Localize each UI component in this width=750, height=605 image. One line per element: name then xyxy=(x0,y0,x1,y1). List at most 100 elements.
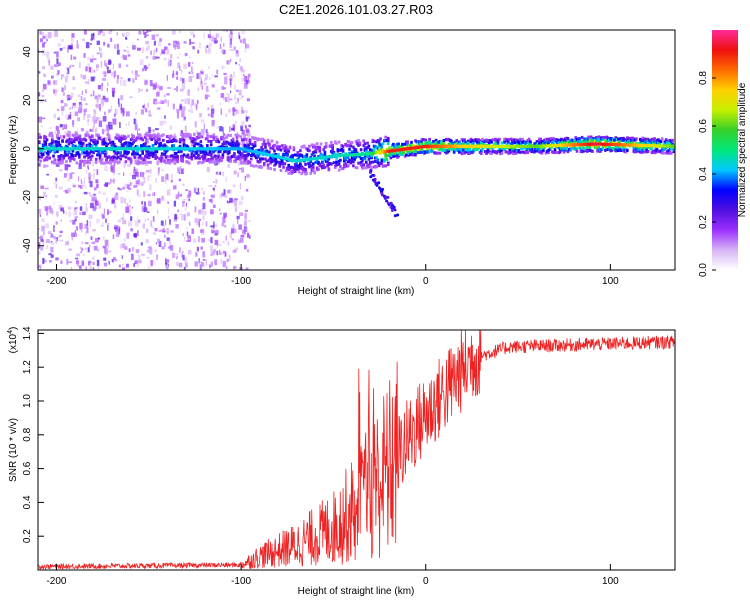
ridge-mark xyxy=(87,144,90,148)
ridge-mark xyxy=(216,138,219,142)
ridge-mark xyxy=(324,142,328,146)
noise-mark xyxy=(203,210,207,216)
ridge-mark xyxy=(138,161,142,165)
noise-mark xyxy=(136,38,139,41)
noise-mark xyxy=(139,89,143,92)
noise-mark xyxy=(76,253,80,256)
ridge-mark xyxy=(196,153,200,157)
ridge-mark xyxy=(352,164,355,168)
ridge-mark xyxy=(337,168,341,172)
ridge-mark xyxy=(261,147,265,151)
noise-mark xyxy=(156,198,161,204)
noise-mark xyxy=(102,77,106,81)
ridge-mark xyxy=(383,158,386,162)
noise-mark xyxy=(243,82,248,89)
ridge-mark xyxy=(224,149,227,153)
ridge-mark xyxy=(45,158,49,162)
noise-mark xyxy=(38,92,41,97)
noise-mark xyxy=(187,249,192,255)
noise-mark xyxy=(201,261,204,267)
noise-mark xyxy=(38,264,42,269)
noise-mark xyxy=(89,261,92,264)
ridge-mark xyxy=(248,142,252,146)
ridge-mark xyxy=(155,155,159,159)
noise-mark xyxy=(43,164,46,169)
ridge-mark xyxy=(176,158,179,162)
noise-mark xyxy=(147,102,149,108)
ridge-mark xyxy=(424,138,428,142)
ridge-mark xyxy=(72,140,76,144)
noise-mark xyxy=(240,234,245,238)
noise-mark xyxy=(175,182,177,187)
snr-plot-area xyxy=(38,330,675,570)
noise-mark xyxy=(200,246,203,250)
ridge-mark xyxy=(293,164,297,168)
ridge-mark xyxy=(578,137,581,141)
ridge-mark xyxy=(172,144,176,148)
ridge-mark xyxy=(147,133,151,137)
ridge-mark xyxy=(659,139,663,143)
ridge-mark xyxy=(40,155,44,159)
noise-mark xyxy=(131,175,136,180)
noise-mark xyxy=(196,73,200,80)
ridge-mark xyxy=(401,142,404,146)
ridge-mark xyxy=(596,149,599,153)
noise-mark xyxy=(41,95,45,98)
noise-mark xyxy=(235,53,240,57)
noise-mark xyxy=(244,209,249,212)
ridge-mark xyxy=(330,140,333,144)
noise-mark xyxy=(102,157,104,161)
ridge-mark xyxy=(557,146,561,150)
noise-mark xyxy=(99,46,101,52)
ridge-mark xyxy=(274,162,278,166)
ridge-mark xyxy=(226,133,230,137)
noise-mark xyxy=(60,219,62,222)
noise-mark xyxy=(209,30,211,36)
noise-mark xyxy=(126,50,130,54)
ridge-mark xyxy=(54,142,58,146)
ridge-mark xyxy=(640,139,643,143)
noise-mark xyxy=(152,56,156,60)
noise-mark xyxy=(172,42,176,46)
ridge-mark xyxy=(667,141,671,145)
noise-mark xyxy=(197,87,200,92)
ridge-mark xyxy=(96,139,99,143)
noise-mark xyxy=(192,46,195,50)
ridge-mark xyxy=(345,143,349,147)
ridge-mark xyxy=(552,150,555,154)
noise-mark xyxy=(196,99,199,104)
noise-mark xyxy=(233,198,238,201)
noise-mark xyxy=(150,50,152,55)
ridge-mark xyxy=(299,149,302,153)
noise-mark xyxy=(91,241,96,245)
ridge-mark xyxy=(383,159,386,163)
noise-mark xyxy=(110,105,112,112)
noise-mark xyxy=(142,223,145,229)
noise-mark xyxy=(145,40,149,45)
ridge-mark xyxy=(513,146,517,150)
noise-mark xyxy=(223,225,227,228)
ridge-mark xyxy=(151,143,155,147)
noise-mark xyxy=(186,212,190,217)
noise-mark xyxy=(80,127,85,132)
ridge-mark xyxy=(613,146,616,150)
noise-mark xyxy=(73,232,77,237)
noise-mark xyxy=(227,59,230,65)
ridge-mark xyxy=(341,167,345,171)
noise-mark xyxy=(206,45,209,48)
ridge-mark xyxy=(101,151,104,155)
noise-mark xyxy=(47,56,49,60)
noise-mark xyxy=(85,184,87,189)
noise-mark xyxy=(86,247,88,253)
ridge-mark xyxy=(131,136,134,140)
noise-mark xyxy=(63,173,67,178)
noise-mark xyxy=(79,222,83,230)
ridge-mark xyxy=(375,145,378,149)
noise-mark xyxy=(242,38,246,44)
noise-mark xyxy=(172,103,175,110)
ridge-mark xyxy=(291,153,294,157)
noise-mark xyxy=(89,175,93,177)
ridge-mark xyxy=(420,150,424,154)
ridge-mark xyxy=(187,156,191,160)
noise-mark xyxy=(101,128,105,135)
